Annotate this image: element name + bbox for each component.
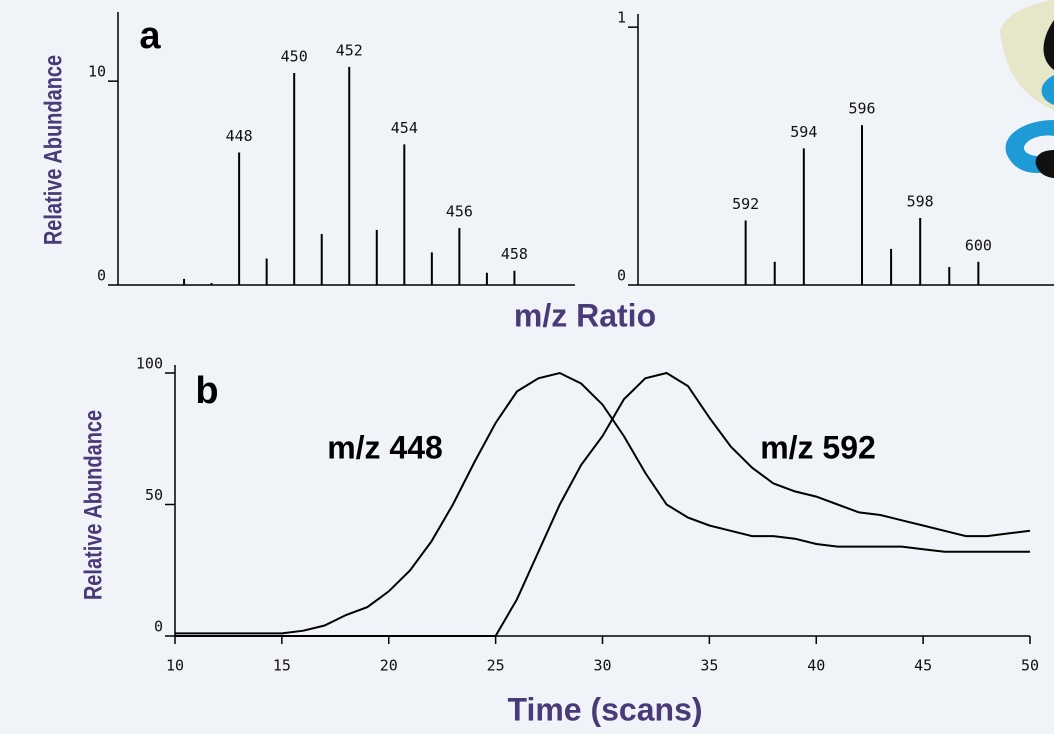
decoration bbox=[1000, 0, 1054, 178]
peak-label: 458 bbox=[501, 245, 528, 263]
peak-label: 594 bbox=[790, 123, 817, 141]
y-tick-label: 10 bbox=[88, 63, 106, 81]
y-tick-label: 100 bbox=[136, 355, 163, 373]
x-axis-title: Time (scans) bbox=[507, 691, 702, 727]
x-tick-label: 15 bbox=[273, 657, 291, 675]
x-tick-label: 50 bbox=[1021, 657, 1039, 675]
peak-label: 454 bbox=[391, 119, 418, 137]
panel-label: a bbox=[139, 15, 161, 57]
peak-label: 598 bbox=[907, 192, 934, 210]
series-line bbox=[175, 371, 1031, 637]
y-axis-title: Relative Abundance bbox=[80, 410, 108, 600]
y-axis-title: Relative Abundance bbox=[40, 55, 68, 245]
decor-blob bbox=[1000, 0, 1054, 110]
x-tick-label: 20 bbox=[380, 657, 398, 675]
series-line bbox=[175, 371, 1030, 635]
x-tick-label: 40 bbox=[807, 657, 825, 675]
y-tick-label: 0 bbox=[154, 618, 163, 636]
y-tick-label: 0 bbox=[97, 267, 106, 285]
x-tick-label: 35 bbox=[700, 657, 718, 675]
decor-mark bbox=[1041, 75, 1054, 105]
peak-label: 450 bbox=[281, 48, 308, 66]
panel-label: b bbox=[195, 370, 218, 412]
x-tick-label: 25 bbox=[487, 657, 505, 675]
y-tick-label: 50 bbox=[145, 486, 163, 504]
y-tick-label: 0 bbox=[617, 267, 626, 285]
y-tick-label: 1 bbox=[617, 9, 626, 27]
peak-label: 448 bbox=[226, 127, 253, 145]
series-label: m/z 592 bbox=[760, 429, 876, 465]
series-label: m/z 448 bbox=[327, 429, 443, 465]
peak-label: 456 bbox=[446, 202, 473, 220]
peak-label: 592 bbox=[732, 195, 759, 213]
x-tick-label: 30 bbox=[593, 657, 611, 675]
decor-mark bbox=[1035, 150, 1054, 178]
x-axis-title: m/z Ratio bbox=[514, 297, 656, 333]
peak-label: 600 bbox=[965, 236, 992, 254]
peak-label: 596 bbox=[848, 100, 875, 118]
x-tick-label: 45 bbox=[914, 657, 932, 675]
x-tick-label: 10 bbox=[166, 657, 184, 675]
decor-mark bbox=[1043, 20, 1054, 70]
peak-label: 452 bbox=[336, 41, 363, 59]
